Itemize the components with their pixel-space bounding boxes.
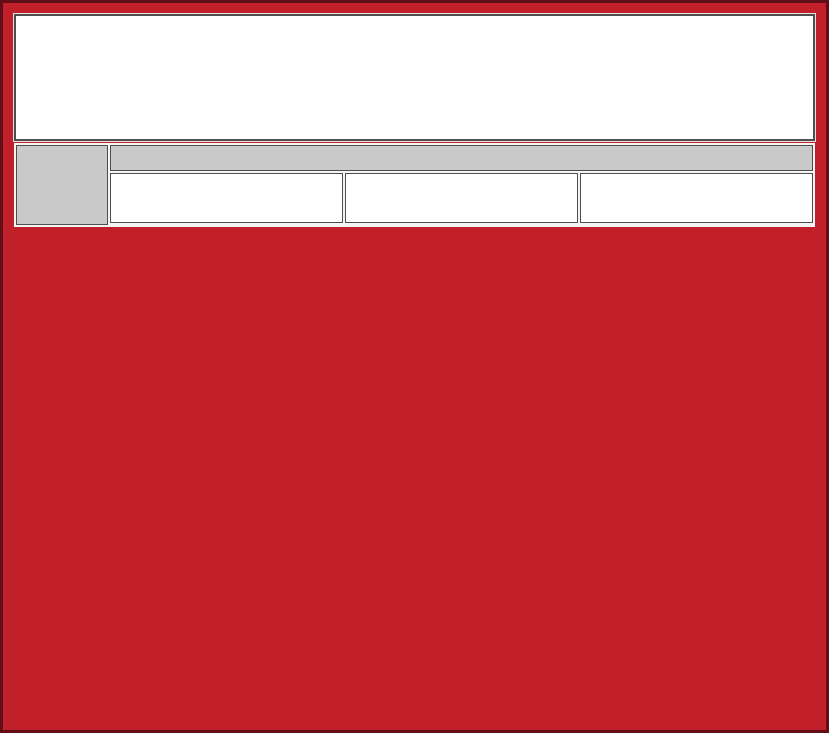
nmm-value [581, 198, 812, 201]
title-panel [14, 14, 815, 141]
psi-group-1 [110, 173, 343, 223]
nmm-value [346, 198, 577, 201]
nmm-value [111, 198, 342, 201]
header-row-tensile [16, 145, 813, 225]
fastener-diameter-header [16, 145, 108, 225]
tensile-strength-header [110, 145, 813, 171]
table-header [16, 145, 813, 225]
psi-group-3 [580, 173, 813, 223]
psi-group-2 [345, 173, 578, 223]
header-row-psi [16, 173, 813, 223]
torque-preload-table [14, 143, 815, 227]
